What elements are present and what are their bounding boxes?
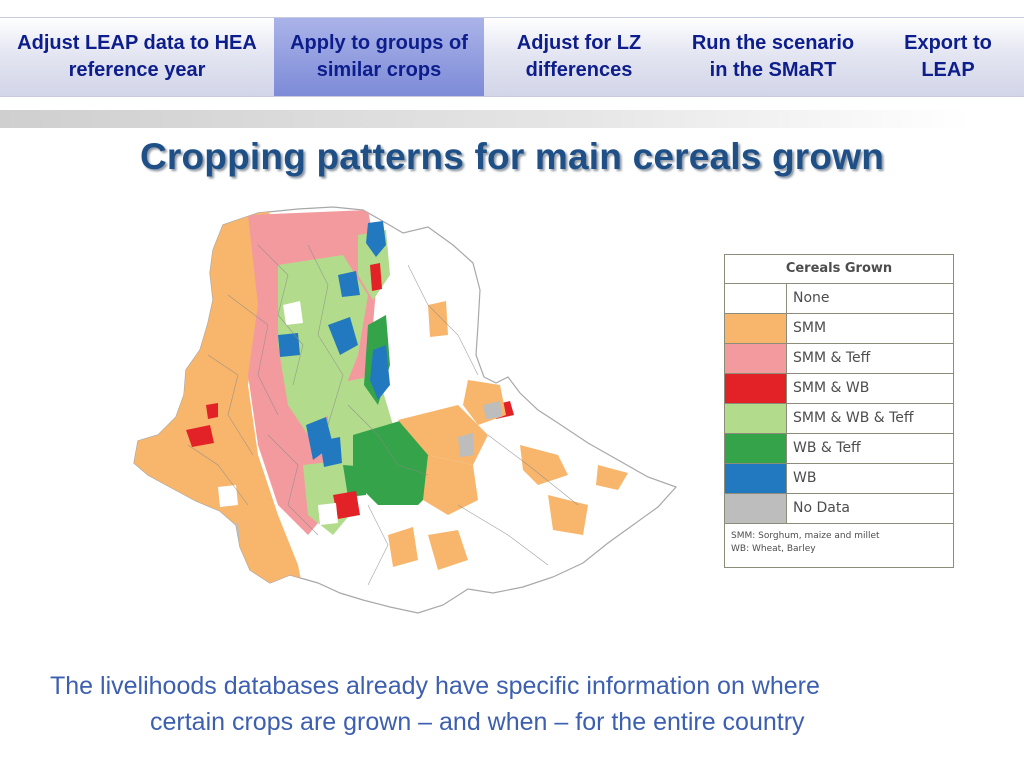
legend-label: WB & Teff xyxy=(793,440,861,456)
legend-title: Cereals Grown xyxy=(725,255,953,284)
legend-row: SMM & Teff xyxy=(725,344,953,374)
decorative-divider xyxy=(0,110,970,128)
legend-row: WB & Teff xyxy=(725,434,953,464)
legend-label: No Data xyxy=(793,500,850,516)
region-wb xyxy=(366,221,386,257)
legend-row: SMM & WB & Teff xyxy=(725,404,953,434)
legend-row: WB xyxy=(725,464,953,494)
legend-label: WB xyxy=(793,470,817,486)
legend-note: SMM: Sorghum, maize and millet WB: Wheat… xyxy=(725,524,953,567)
legend-swatch xyxy=(725,344,787,373)
legend-note-wb: WB: Wheat, Barley xyxy=(731,544,816,554)
tab-adjust-leap-data[interactable]: Adjust LEAP data to HEA reference year xyxy=(0,18,274,96)
tab-run-scenario[interactable]: Run the scenario in the SMaRT xyxy=(674,18,872,96)
page-title: Cropping patterns for main cereals grown xyxy=(139,136,884,177)
legend-swatch xyxy=(725,464,787,493)
tab-export-to-leap[interactable]: Export to LEAP xyxy=(872,18,1024,96)
legend-row: SMM & WB xyxy=(725,374,953,404)
legend-swatch xyxy=(725,434,787,463)
legend-swatch xyxy=(725,374,787,403)
legend-label: SMM & WB xyxy=(793,380,870,396)
map-legend: Cereals Grown None SMM SMM & Teff SMM & WB S… xyxy=(724,254,954,568)
region-no-data xyxy=(483,401,502,419)
legend-row: None xyxy=(725,284,953,314)
body-text: The livelihoods databases already have s… xyxy=(50,668,990,740)
legend-swatch xyxy=(725,404,787,433)
region-smm-wb xyxy=(186,425,214,447)
legend-swatch xyxy=(725,284,787,313)
legend-label: SMM & Teff xyxy=(793,350,871,366)
legend-label: SMM & WB & Teff xyxy=(793,410,914,426)
cropping-pattern-map xyxy=(133,206,678,614)
region-smm-wb-teff xyxy=(278,255,368,435)
legend-note-smm: SMM: Sorghum, maize and millet xyxy=(731,531,880,541)
legend-swatch xyxy=(725,314,787,343)
step-navigation: Adjust LEAP data to HEA reference year A… xyxy=(0,17,1024,97)
body-text-line1: The livelihoods databases already have s… xyxy=(50,672,820,700)
legend-row: No Data xyxy=(725,494,953,524)
legend-label: SMM xyxy=(793,320,827,336)
body-text-line2: certain crops are grown – and when – for… xyxy=(150,708,805,736)
tab-apply-to-groups[interactable]: Apply to groups of similar crops xyxy=(274,18,484,96)
legend-row: SMM xyxy=(725,314,953,344)
legend-swatch xyxy=(725,494,787,523)
tab-adjust-for-lz[interactable]: Adjust for LZ differences xyxy=(484,18,674,96)
legend-label: None xyxy=(793,290,830,306)
